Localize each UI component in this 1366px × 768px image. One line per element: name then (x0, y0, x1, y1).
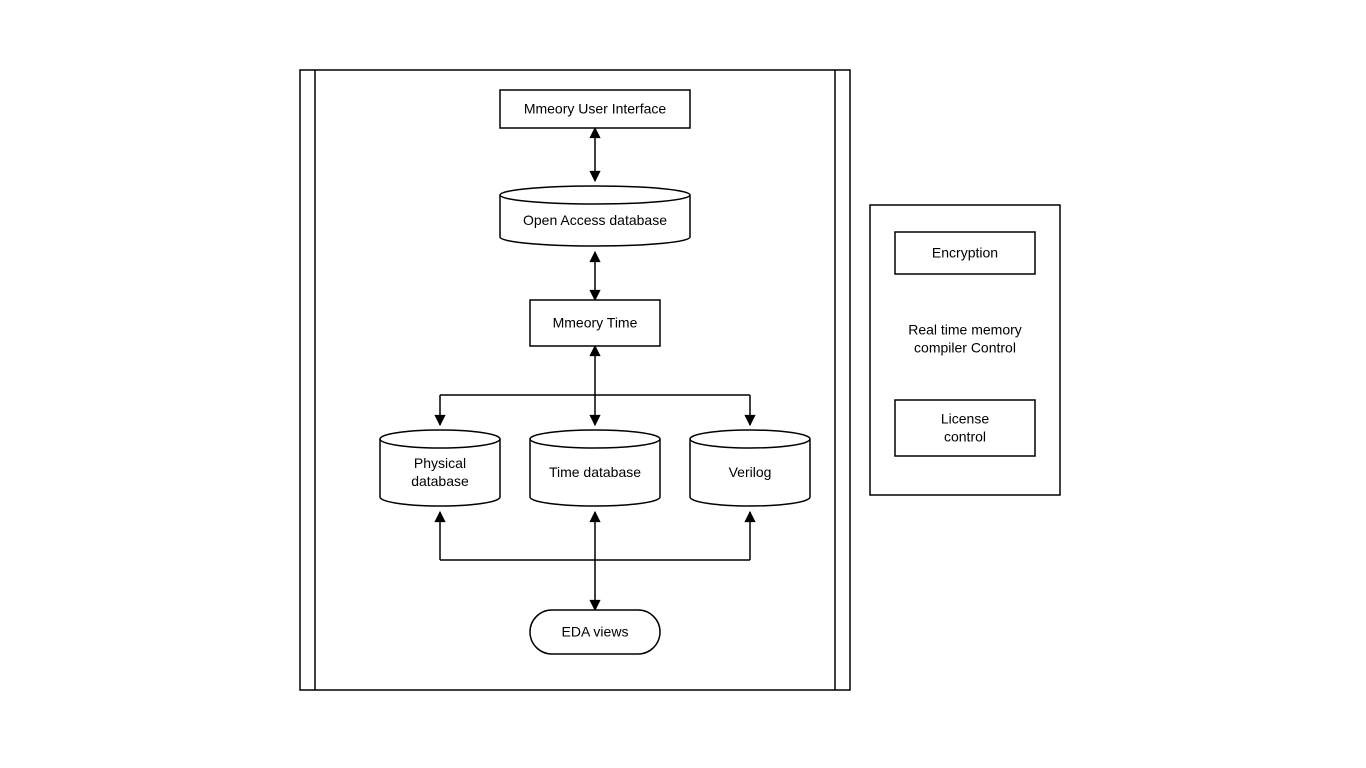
node-lic: License control (895, 400, 1035, 456)
node-lic-label: control (944, 429, 986, 445)
main-panel-outer (300, 70, 850, 690)
node-lic-label: License (941, 411, 989, 427)
node-verilog: Verilog (690, 430, 810, 506)
node-eda: EDA views (530, 610, 660, 654)
node-oadb: Open Access database (500, 186, 690, 246)
diagram-canvas: Mmeory User Interface Open Access databas… (0, 0, 1366, 768)
node-sidetext: Real time memory compiler Control (908, 322, 1022, 356)
node-sidetext-label: compiler Control (914, 340, 1016, 356)
node-verilog-label: Verilog (729, 464, 772, 480)
node-timedb-label: Time database (549, 464, 641, 480)
node-enc-label: Encryption (932, 245, 998, 261)
node-timedb: Time database (530, 430, 660, 506)
node-sidetext-label: Real time memory (908, 322, 1022, 338)
node-phys-label: Physical (414, 455, 466, 471)
node-enc: Encryption (895, 232, 1035, 274)
node-phys-label: database (411, 473, 469, 489)
node-mtime-label: Mmeory Time (553, 315, 638, 331)
node-mtime: Mmeory Time (530, 300, 660, 346)
node-eda-label: EDA views (562, 624, 629, 640)
node-ui-label: Mmeory User Interface (524, 101, 667, 117)
node-phys: Physical database (380, 430, 500, 506)
node-ui: Mmeory User Interface (500, 90, 690, 128)
node-oadb-label: Open Access database (523, 212, 667, 228)
